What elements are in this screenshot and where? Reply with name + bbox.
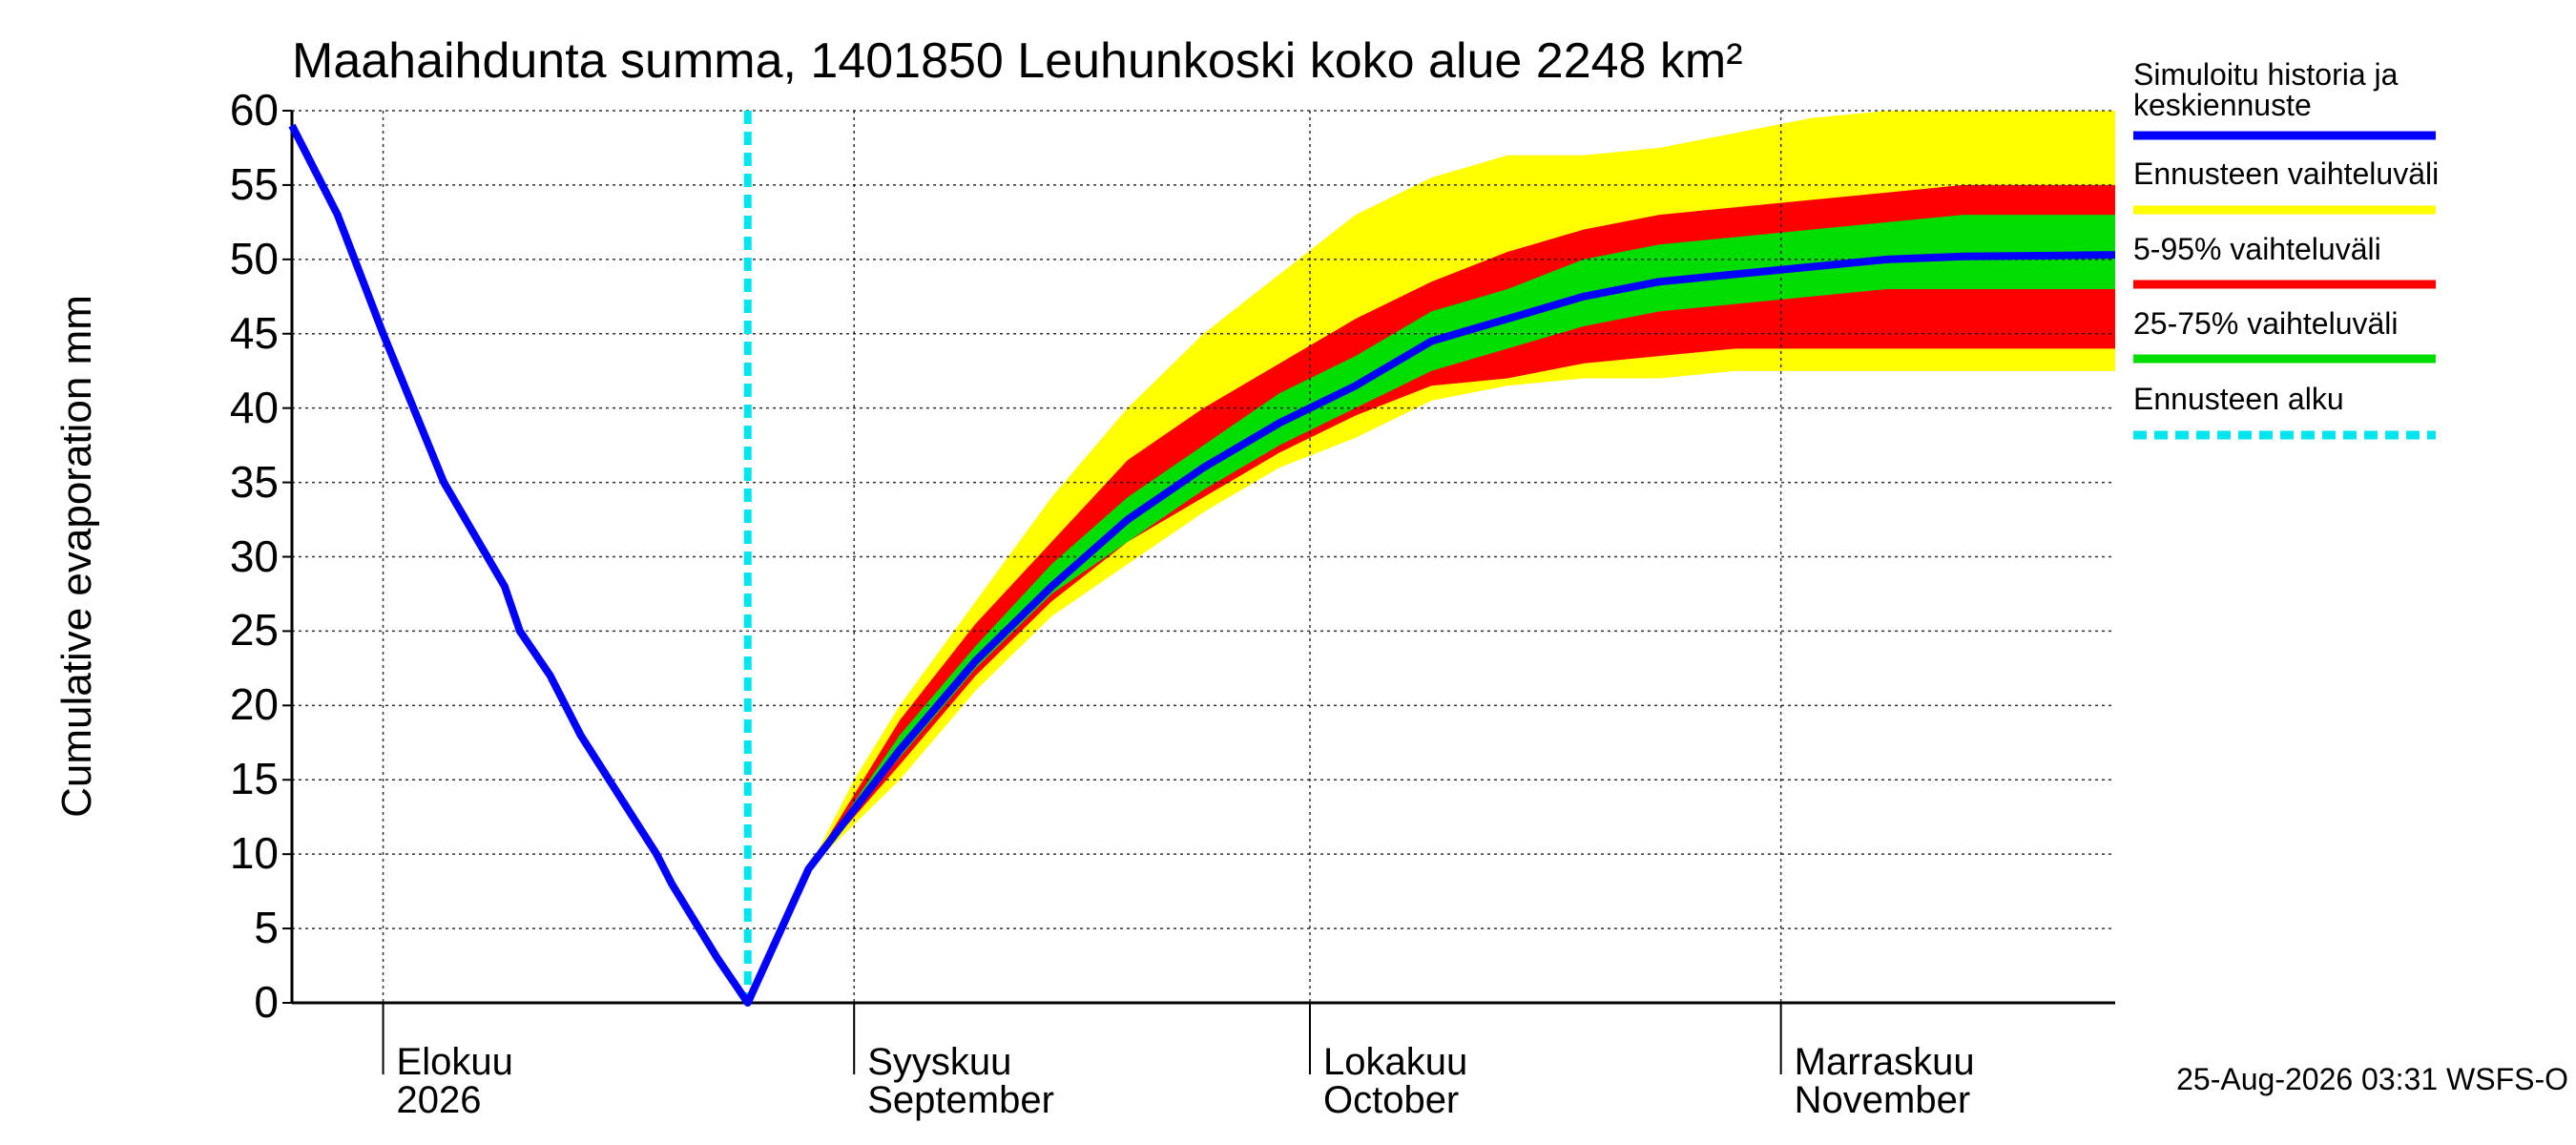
legend-label: 5-95% vaihteluväli bbox=[2133, 232, 2381, 266]
y-tick-label: 30 bbox=[229, 531, 279, 581]
y-tick-label: 50 bbox=[229, 233, 279, 283]
y-tick-label: 5 bbox=[254, 903, 279, 953]
y-axis-label: Cumulative evaporation mm bbox=[53, 295, 100, 818]
y-tick-label: 55 bbox=[229, 158, 279, 209]
y-tick-label: 20 bbox=[229, 679, 279, 730]
legend-label: Simuloitu historia ja keskiennuste bbox=[2133, 57, 2399, 122]
y-tick-label: 40 bbox=[229, 382, 279, 432]
band bbox=[747, 184, 2115, 1003]
x-tick-label: Marraskuu November bbox=[1794, 1041, 1975, 1121]
x-tick-label: Lokakuu October bbox=[1322, 1041, 1468, 1121]
y-tick-label: 25 bbox=[229, 605, 279, 656]
chart-title: Maahaihdunta summa, 1401850 Leuhunkoski … bbox=[292, 33, 1743, 89]
legend-label: Ennusteen vaihteluväli bbox=[2133, 156, 2440, 191]
line bbox=[288, 123, 2116, 1007]
x-tick-label: Elokuu 2026 bbox=[396, 1041, 513, 1121]
band bbox=[747, 215, 2115, 1004]
x-tick-label: Syyskuu September bbox=[867, 1041, 1054, 1121]
legend-label: 25-75% vaihteluväli bbox=[2133, 306, 2399, 341]
y-tick-label: 0 bbox=[254, 977, 279, 1027]
y-tick-label: 60 bbox=[229, 85, 279, 135]
y-tick-label: 35 bbox=[229, 456, 279, 507]
timestamp: 25-Aug-2026 03:31 WSFS-O bbox=[2176, 1062, 2568, 1096]
legend-label: Ennusteen alku bbox=[2133, 382, 2344, 416]
y-tick-label: 45 bbox=[229, 307, 279, 358]
y-tick-label: 10 bbox=[229, 828, 279, 879]
y-tick-label: 15 bbox=[229, 754, 279, 804]
